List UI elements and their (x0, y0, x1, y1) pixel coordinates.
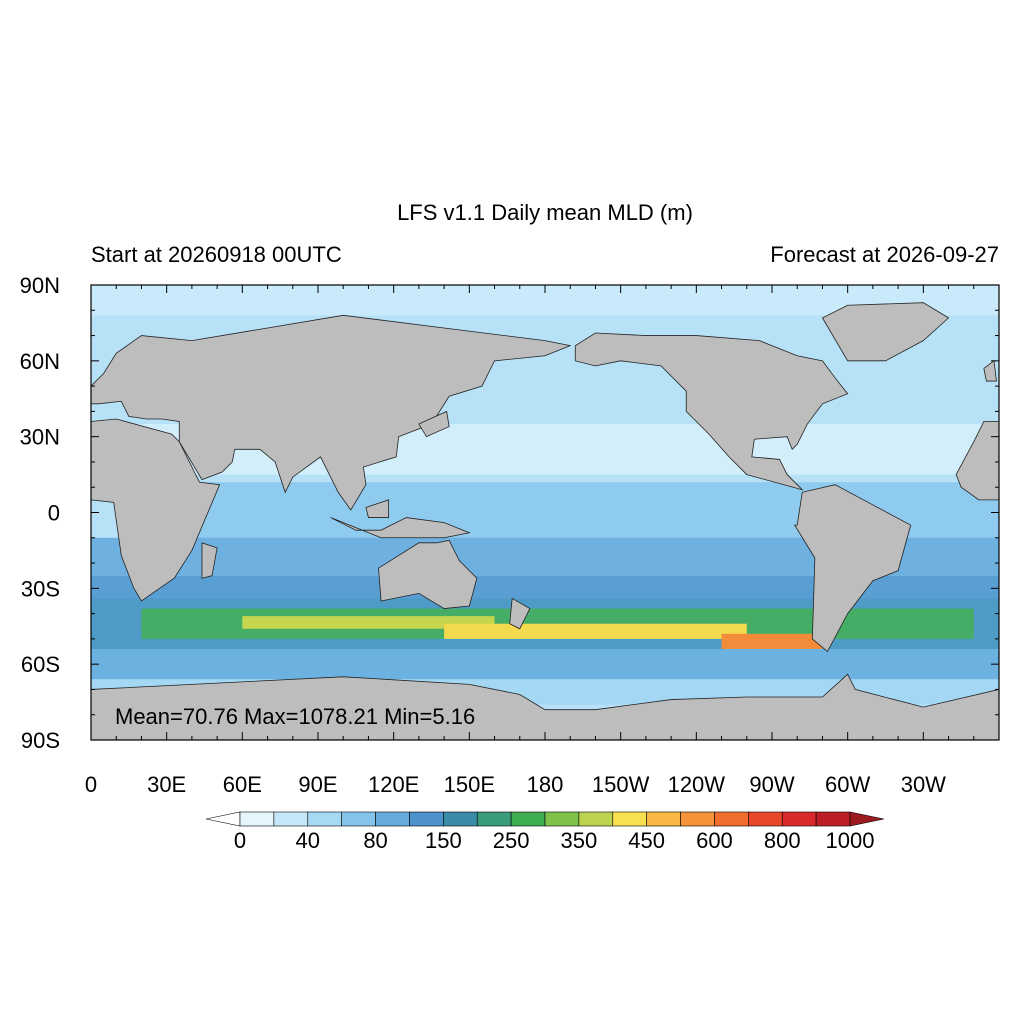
colorbar-end (849, 811, 885, 827)
axes: 90N 60N 30N 0 30S 60S 90S 0 30E 60E 90E 120E 150E 180… (20, 273, 999, 797)
colorbar-box (239, 811, 275, 827)
colorbar-box (714, 811, 749, 827)
colorbar-box (273, 811, 309, 827)
lon-label: 150W (592, 772, 650, 797)
lon-label: 30W (901, 772, 946, 797)
colorbar-box (476, 811, 512, 827)
colorbar-box (307, 811, 342, 827)
lat-label: 0 (48, 501, 60, 526)
colorbar-box (815, 811, 851, 827)
colorbar-box (612, 811, 647, 827)
colorbar-box (341, 811, 376, 827)
lat-label: 60N (20, 349, 60, 374)
land (91, 303, 999, 740)
lat-label: 30N (20, 425, 60, 450)
right-string: Forecast at 2026-09-27 (770, 242, 999, 267)
colorbar-box (510, 811, 546, 827)
lon-label: 60E (223, 772, 262, 797)
colorbar-box (748, 811, 783, 827)
lat-label: 60S (21, 652, 60, 677)
colorbar-box (646, 811, 681, 827)
colorbar-label: 0 (234, 828, 246, 853)
colorbar-label: 150 (425, 828, 462, 853)
colorbar-label: 800 (764, 828, 801, 853)
colorbar-label: 250 (493, 828, 530, 853)
colorbar-label: 1000 (826, 828, 875, 853)
lon-label: 90E (298, 772, 337, 797)
lat-label: 90N (20, 273, 60, 298)
colorbar-box (680, 811, 715, 827)
colorbar-box (375, 811, 410, 827)
stats-annotation: Mean=70.76 Max=1078.21 Min=5.16 (115, 704, 475, 729)
lat-label: 30S (21, 576, 60, 601)
lon-label: 30E (147, 772, 186, 797)
colorbar-label: 450 (628, 828, 665, 853)
colorbar-label: 600 (696, 828, 733, 853)
lon-label: 150E (444, 772, 495, 797)
lat-label: 90S (21, 728, 60, 753)
lon-label: 60W (825, 772, 870, 797)
colorbar-end (205, 811, 241, 827)
colorbar-label: 40 (296, 828, 320, 853)
title: LFS v1.1 Daily mean MLD (m) (397, 200, 693, 225)
colorbar: 0 40 80 150 250 350 450 600 800 1000 (205, 811, 885, 853)
lon-label: 90W (749, 772, 794, 797)
lon-label: 180 (527, 772, 564, 797)
lon-label: 120W (668, 772, 726, 797)
colorbar-box (409, 811, 444, 827)
lon-label: 120E (368, 772, 419, 797)
map (91, 285, 999, 740)
colorbar-label: 350 (561, 828, 598, 853)
colorbar-label: 80 (363, 828, 387, 853)
colorbar-box (544, 811, 580, 827)
colorbar-box (781, 811, 817, 827)
colorbar-box (443, 811, 478, 827)
left-string: Start at 20260918 00UTC (91, 242, 342, 267)
colorbar-box (578, 811, 614, 827)
lon-label: 0 (85, 772, 97, 797)
